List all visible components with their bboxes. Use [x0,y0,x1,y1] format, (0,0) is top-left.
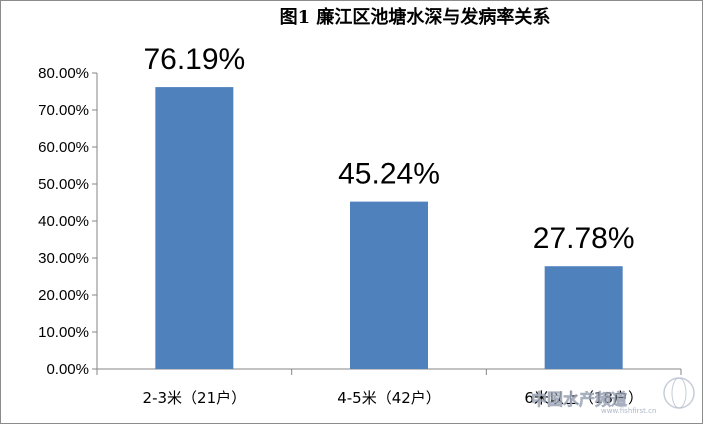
y-tick-label: 30.00% [38,250,89,267]
y-tick-label: 80.00% [38,65,89,82]
y-tick-labels: 0.00% 10.00% 20.00% 30.00% 40.00% 50.00% 60.00… [38,65,89,378]
y-tick-label: 50.00% [38,176,89,193]
bar [544,266,623,369]
y-tick-label: 40.00% [38,213,89,230]
bar [350,201,428,369]
data-label: 76.19% [143,43,245,76]
data-label: 45.24% [338,158,440,191]
bars [155,87,623,370]
watermark: 中国水产频道 www.fishfirst.cn [531,377,695,415]
y-tick-label: 60.00% [38,139,89,156]
data-label: 27.78% [533,222,635,255]
watermark-globe-meridian [671,377,687,409]
x-tick-label: 2-3米（21户） [143,389,247,407]
y-tick-label: 10.00% [38,324,89,341]
chart-title: 图1 廉江区池塘水深与发病率关系 [280,6,551,28]
x-tick-label: 4-5米（42户） [337,389,441,407]
x-tick-label: 6米以上（18户） [524,389,643,407]
y-tick-label: 0.00% [46,361,89,378]
y-tick-label: 70.00% [38,102,89,119]
x-tick-labels: 2-3米（21户） 4-5米（42户） 6米以上（18户） [143,389,643,407]
data-labels: 76.19% 45.24% 27.78% [143,43,634,255]
bar [155,87,234,370]
y-tick-label: 20.00% [38,287,89,304]
watermark-text: 中国水产频道 [531,390,627,409]
watermark-globe-icon [663,377,695,409]
watermark-url: www.fishfirst.cn [601,407,656,415]
